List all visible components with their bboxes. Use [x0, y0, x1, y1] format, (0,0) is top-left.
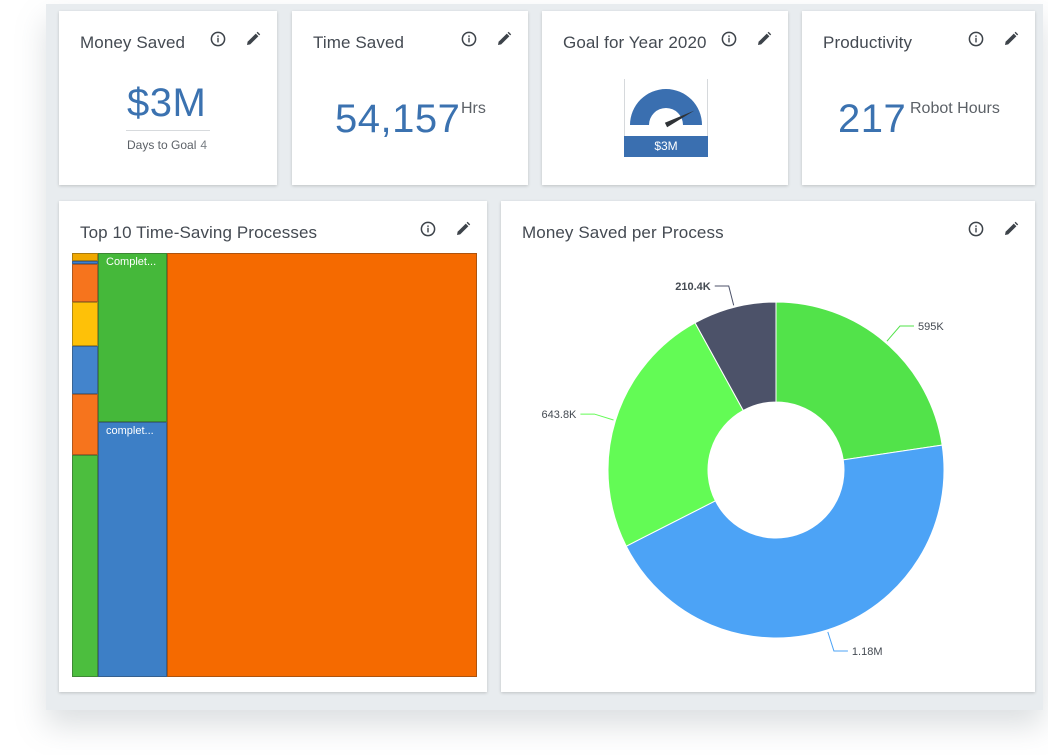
gauge-needle [664, 110, 695, 128]
card-tools [966, 29, 1021, 49]
money-per-process-card: Money Saved per Process 595K 1.18M 643.8K 2… [501, 201, 1035, 692]
info-icon[interactable] [719, 29, 739, 49]
leader-line [886, 325, 914, 342]
treemap-tile[interactable] [167, 253, 477, 677]
treemap-tile[interactable] [72, 253, 98, 261]
money-saved-card: Money Saved $3M Days to Goal 4 [59, 11, 277, 185]
pencil-icon[interactable] [494, 29, 514, 49]
treemap-tile[interactable] [72, 346, 98, 394]
donut-slice[interactable] [625, 444, 945, 639]
dashboard: Money Saved $3M Days to Goal 4 Time Saved… [46, 4, 1043, 710]
days-to-goal: Days to Goal 4 [127, 138, 207, 152]
donut-data-label: 595K [918, 321, 944, 333]
treemap-tile[interactable] [72, 261, 98, 264]
treemap-tile[interactable] [72, 264, 98, 302]
goal-card: Goal for Year 2020 $3M [542, 11, 788, 185]
treemap-tile[interactable] [72, 302, 98, 346]
card-title: Top 10 Time-Saving Processes [80, 223, 318, 242]
leader-line [827, 631, 848, 652]
money-saved-value: $3M [127, 81, 207, 125]
info-icon[interactable] [208, 29, 228, 49]
days-to-goal-value: 4 [200, 138, 208, 152]
donut-data-label: 1.18M [852, 646, 883, 658]
treemap-tile[interactable]: Complet... [98, 253, 167, 422]
treemap-tile[interactable] [72, 455, 98, 677]
info-icon[interactable] [418, 219, 438, 239]
card-tools [719, 29, 774, 49]
donut-data-label: 643.8K [542, 409, 578, 421]
card-title: Productivity [823, 33, 913, 52]
leader-line [714, 285, 735, 306]
card-tools [459, 29, 514, 49]
pencil-icon[interactable] [243, 29, 263, 49]
treemap: Complet... complet... [72, 253, 477, 677]
card-title: Money Saved per Process [522, 223, 724, 242]
gauge-label: $3M [624, 136, 708, 157]
treemap-tile[interactable]: complet... [98, 422, 167, 677]
productivity-unit: Robot Hours [910, 100, 1000, 117]
time-saved-card: Time Saved 54,157 Hrs [292, 11, 528, 185]
treemap-tile[interactable] [72, 394, 98, 455]
donut-slice[interactable] [694, 301, 777, 412]
time-saved-unit: Hrs [461, 100, 486, 117]
pencil-icon[interactable] [754, 29, 774, 49]
gauge-arc [630, 89, 702, 125]
card-title: Money Saved [80, 33, 186, 52]
pencil-icon[interactable] [1001, 219, 1021, 239]
donut-slice[interactable] [775, 301, 943, 461]
donut-slice[interactable] [607, 322, 744, 547]
info-icon[interactable] [459, 29, 479, 49]
info-icon[interactable] [966, 29, 986, 49]
leader-line [580, 413, 614, 421]
card-title: Time Saved [313, 33, 405, 52]
tile-label: Complet... [106, 256, 157, 268]
pencil-icon[interactable] [453, 219, 473, 239]
tile-label: complet... [106, 425, 154, 437]
productivity-card: Productivity 217 Robot Hours [802, 11, 1035, 185]
card-title: Goal for Year 2020 [563, 33, 707, 52]
card-tools [418, 219, 473, 239]
days-to-goal-label: Days to Goal [127, 138, 197, 152]
divider [126, 130, 210, 131]
productivity-value: 217 [838, 97, 907, 141]
top10-card: Top 10 Time-Saving Processes Complet... … [59, 201, 487, 692]
info-icon[interactable] [966, 219, 986, 239]
donut-data-label: 210.4K [675, 281, 711, 293]
gauge-dial [624, 79, 708, 139]
card-tools [966, 219, 1021, 239]
pencil-icon[interactable] [1001, 29, 1021, 49]
goal-gauge: $3M [624, 79, 708, 157]
donut-chart: 595K 1.18M 643.8K 210.4K [542, 281, 945, 658]
time-saved-value: 54,157 [335, 97, 461, 141]
card-tools [208, 29, 263, 49]
